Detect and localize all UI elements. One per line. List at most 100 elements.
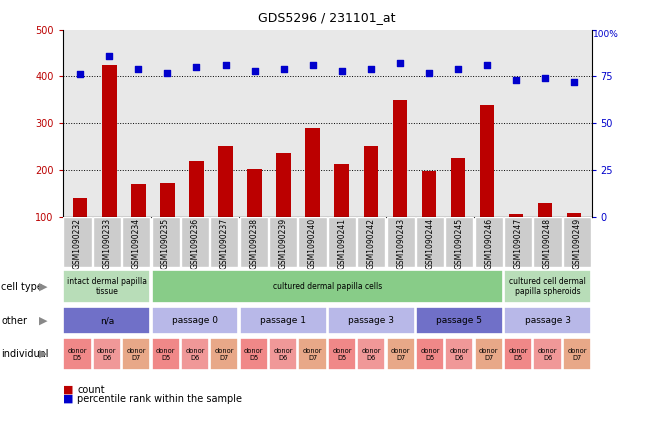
Bar bbox=[151, 270, 503, 303]
Text: other: other bbox=[1, 316, 27, 326]
Bar bbox=[416, 307, 503, 334]
Point bbox=[569, 79, 580, 85]
Text: ▶: ▶ bbox=[39, 316, 47, 326]
Text: GSM1090249: GSM1090249 bbox=[572, 218, 582, 269]
Text: cultured dermal papilla cells: cultured dermal papilla cells bbox=[272, 282, 382, 291]
Bar bbox=[475, 217, 503, 267]
Bar bbox=[160, 183, 175, 217]
Bar bbox=[422, 171, 436, 217]
Text: donor
D6: donor D6 bbox=[362, 348, 381, 360]
Point bbox=[424, 69, 434, 76]
Text: donor
D7: donor D7 bbox=[215, 348, 234, 360]
Text: n/a: n/a bbox=[100, 316, 114, 325]
Text: cell type: cell type bbox=[1, 282, 43, 291]
Point bbox=[307, 62, 318, 69]
Bar bbox=[93, 338, 121, 370]
Bar bbox=[102, 65, 116, 217]
Text: donor
D7: donor D7 bbox=[479, 348, 498, 360]
Bar bbox=[538, 203, 553, 217]
Bar bbox=[328, 307, 414, 334]
Point bbox=[395, 60, 405, 67]
Text: passage 3: passage 3 bbox=[348, 316, 394, 325]
Text: GSM1090236: GSM1090236 bbox=[190, 218, 200, 269]
Text: donor
D7: donor D7 bbox=[567, 348, 587, 360]
Bar bbox=[298, 217, 327, 267]
Text: GSM1090248: GSM1090248 bbox=[543, 218, 552, 269]
Point bbox=[162, 69, 173, 76]
Text: GSM1090247: GSM1090247 bbox=[514, 218, 523, 269]
Bar bbox=[504, 307, 591, 334]
Bar bbox=[357, 217, 385, 267]
Bar bbox=[567, 213, 582, 217]
Bar bbox=[151, 307, 239, 334]
Bar bbox=[328, 338, 356, 370]
Text: GSM1090242: GSM1090242 bbox=[367, 218, 375, 269]
Point bbox=[540, 75, 551, 82]
Text: GSM1090240: GSM1090240 bbox=[308, 218, 317, 269]
Bar bbox=[276, 153, 291, 217]
Bar bbox=[305, 128, 320, 217]
Text: GSM1090243: GSM1090243 bbox=[396, 218, 405, 269]
Point bbox=[249, 67, 260, 74]
Bar bbox=[63, 307, 150, 334]
Text: cultured cell dermal
papilla spheroids: cultured cell dermal papilla spheroids bbox=[509, 277, 586, 296]
Text: GDS5296 / 231101_at: GDS5296 / 231101_at bbox=[258, 11, 396, 24]
Bar bbox=[504, 338, 532, 370]
Bar bbox=[122, 217, 150, 267]
Bar bbox=[93, 217, 121, 267]
Text: donor
D5: donor D5 bbox=[156, 348, 175, 360]
Text: GSM1090245: GSM1090245 bbox=[455, 218, 464, 269]
Point bbox=[366, 66, 376, 72]
Point bbox=[511, 77, 522, 83]
Point bbox=[104, 52, 114, 59]
Text: ▶: ▶ bbox=[39, 282, 47, 291]
Text: GSM1090234: GSM1090234 bbox=[132, 218, 141, 269]
Text: GSM1090235: GSM1090235 bbox=[161, 218, 170, 269]
Text: ■: ■ bbox=[63, 385, 73, 395]
Bar bbox=[416, 338, 444, 370]
Bar bbox=[269, 217, 297, 267]
Text: donor
D5: donor D5 bbox=[244, 348, 264, 360]
Bar bbox=[63, 217, 92, 267]
Point bbox=[336, 67, 347, 74]
Bar bbox=[269, 338, 297, 370]
Bar bbox=[504, 270, 591, 303]
Point bbox=[482, 62, 492, 69]
Bar bbox=[181, 217, 209, 267]
Bar bbox=[563, 338, 591, 370]
Bar bbox=[509, 214, 524, 217]
Text: donor
D5: donor D5 bbox=[332, 348, 352, 360]
Bar bbox=[63, 270, 150, 303]
Text: donor
D5: donor D5 bbox=[67, 348, 87, 360]
Text: passage 1: passage 1 bbox=[260, 316, 306, 325]
Bar bbox=[240, 217, 268, 267]
Text: GSM1090239: GSM1090239 bbox=[279, 218, 288, 269]
Bar bbox=[533, 338, 562, 370]
Bar bbox=[357, 338, 385, 370]
Text: ▶: ▶ bbox=[39, 349, 47, 359]
Point bbox=[133, 66, 143, 72]
Text: donor
D6: donor D6 bbox=[538, 348, 557, 360]
Bar bbox=[298, 338, 327, 370]
Text: donor
D6: donor D6 bbox=[274, 348, 293, 360]
Point bbox=[278, 66, 289, 72]
Bar bbox=[189, 162, 204, 217]
Bar bbox=[504, 217, 532, 267]
Bar bbox=[151, 217, 180, 267]
Bar bbox=[73, 198, 87, 217]
Text: count: count bbox=[77, 385, 105, 395]
Bar bbox=[364, 146, 378, 217]
Text: donor
D7: donor D7 bbox=[391, 348, 410, 360]
Bar bbox=[451, 158, 465, 217]
Text: donor
D6: donor D6 bbox=[97, 348, 116, 360]
Bar bbox=[240, 338, 268, 370]
Bar bbox=[416, 217, 444, 267]
Bar bbox=[218, 146, 233, 217]
Bar bbox=[328, 217, 356, 267]
Bar bbox=[334, 164, 349, 217]
Point bbox=[191, 63, 202, 70]
Text: GSM1090233: GSM1090233 bbox=[102, 218, 111, 269]
Text: passage 3: passage 3 bbox=[525, 316, 570, 325]
Bar bbox=[151, 338, 180, 370]
Point bbox=[75, 71, 85, 78]
